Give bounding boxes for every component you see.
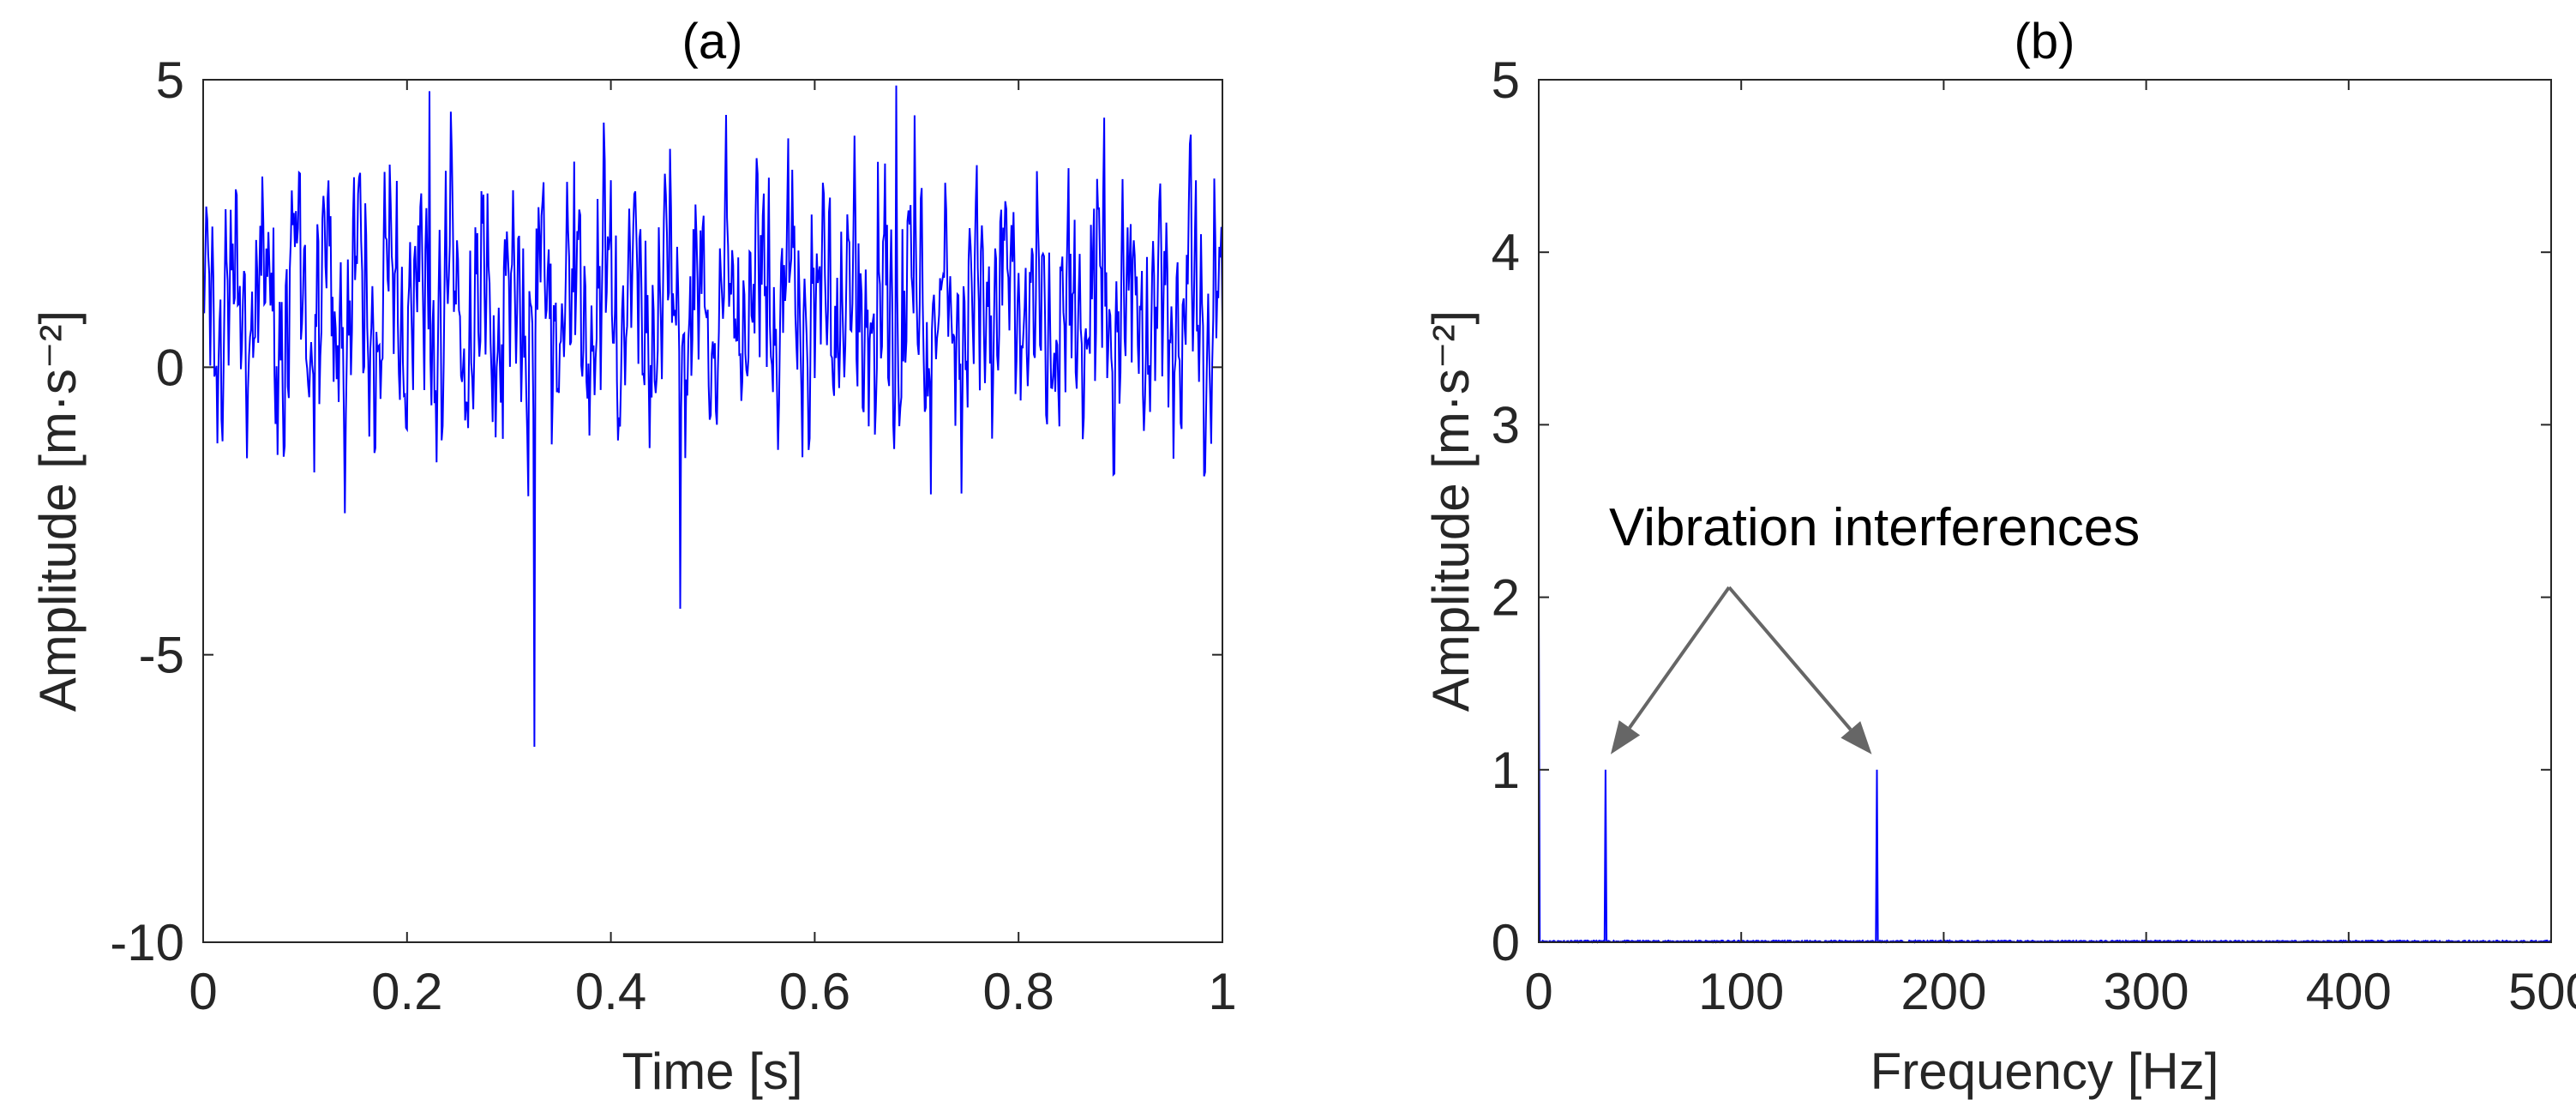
x-tick-label: 0.6 [779,963,850,1020]
y-tick-label: 1 [1492,742,1520,799]
axes-box [202,79,1223,943]
x-tick-label: 0.8 [982,963,1054,1020]
panel-b-title: (b) [2015,14,2075,69]
y-tick-label: 3 [1492,396,1520,454]
x-tick-label: 0 [189,963,217,1020]
axes-box [1538,79,2552,943]
x-tick-label: 400 [2306,963,2392,1020]
y-tick-label: 4 [1492,224,1520,281]
annotation-arrowhead [1840,721,1872,754]
annotation-arrow-line [1727,586,1852,731]
y-tick-label: 5 [156,51,184,109]
y-tick-label: -10 [110,914,184,971]
y-tick-label: 5 [1492,51,1520,109]
x-tick-label: 1 [1208,963,1236,1020]
series-line [202,85,1223,748]
panel-b-ylabel: Amplitude [m·s⁻²] [1422,310,1480,712]
annotation-arrowhead [1610,720,1641,754]
annotation-vibration-interferences: Vibration interferences [1609,498,2140,557]
series-line [1538,597,2552,944]
panel-a-ylabel: Amplitude [m·s⁻²] [29,310,87,712]
x-tick-label: 500 [2508,963,2576,1020]
x-tick-label: 0.2 [371,963,442,1020]
x-tick-label: 0 [1524,963,1552,1020]
y-tick-label: 2 [1492,569,1520,627]
x-tick-label: 200 [1900,963,1986,1020]
y-tick-label: 0 [1492,914,1520,971]
x-tick-label: 100 [1698,963,1784,1020]
y-tick-label: 0 [156,339,184,396]
annotation-arrow-line [1628,586,1731,729]
panel-a-title: (a) [682,14,743,69]
panel-a-time-signal: (a) Time [s] Amplitude [m·s⁻²] 0 0.2 0.4 0.… [29,14,1237,1100]
panel-b-xlabel: Frequency [Hz] [1870,1043,2219,1100]
x-tick-label: 0.4 [575,963,646,1020]
panel-b-spectrum: (b) Frequency [Hz] Amplitude [m·s⁻²] Vib… [1422,14,2576,1100]
x-tick-label: 300 [2104,963,2189,1020]
y-tick-label: -5 [139,627,184,684]
panel-a-xlabel: Time [s] [621,1043,802,1100]
